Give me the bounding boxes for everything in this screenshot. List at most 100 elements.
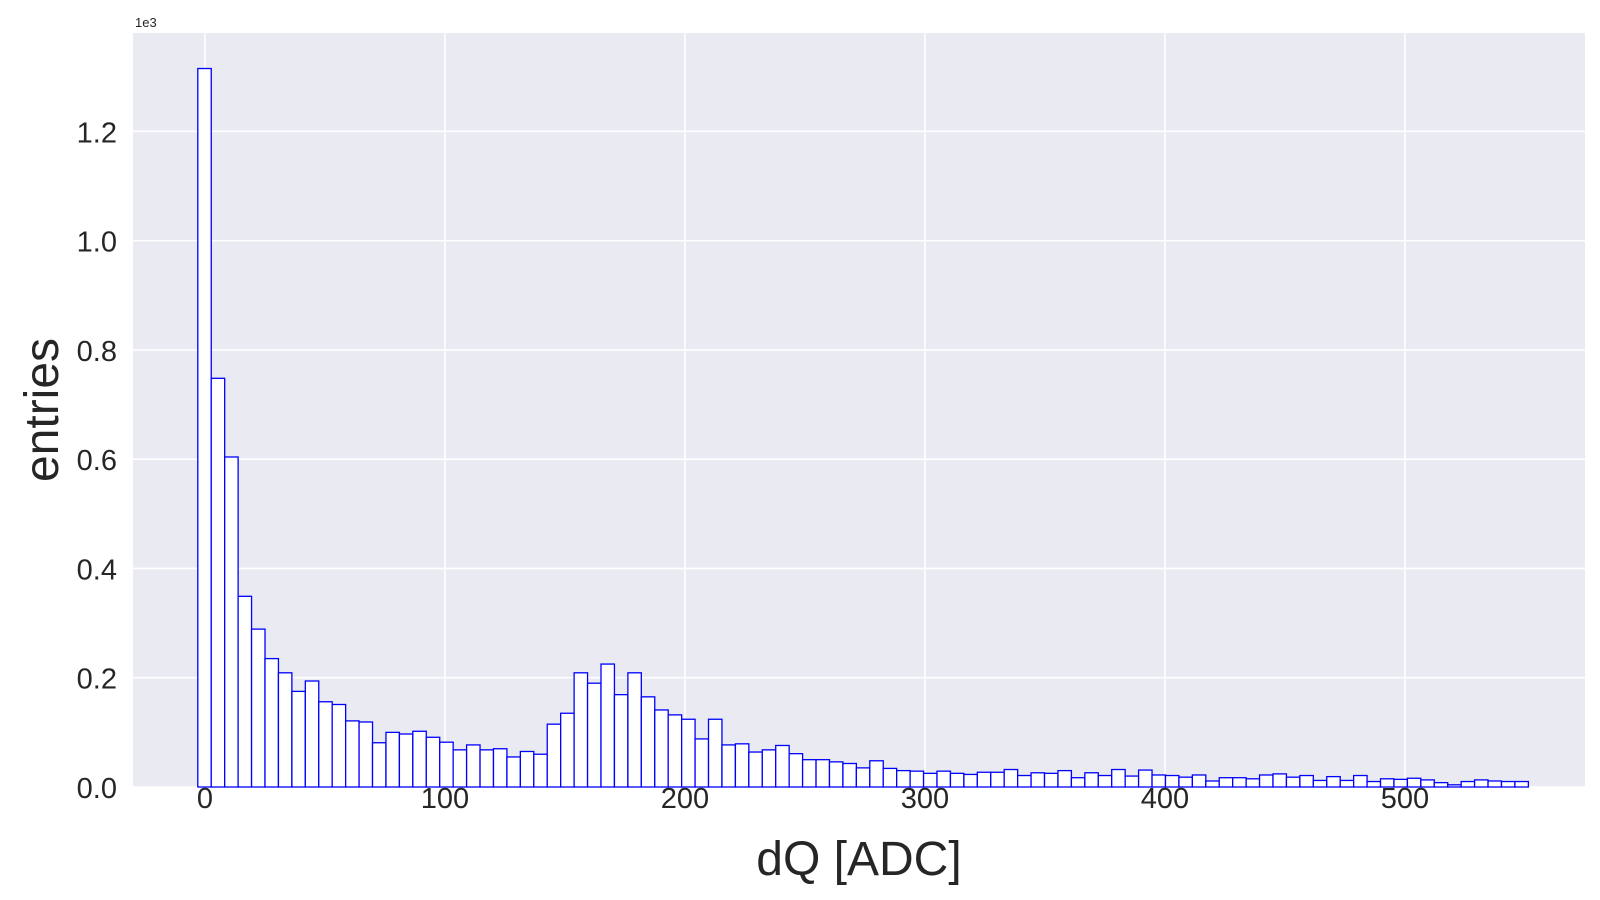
histogram-bar: [1003, 768, 1019, 788]
histogram-bars: [197, 67, 1530, 788]
histogram-bar: [1030, 772, 1046, 788]
histogram-bar: [224, 456, 239, 788]
x-tick-label: 0: [197, 783, 213, 815]
x-axis-label: dQ [ADC]: [756, 833, 961, 886]
histogram-bar: [573, 672, 589, 788]
histogram-bar: [1460, 780, 1476, 788]
y-tick-label: 0.0: [77, 773, 117, 805]
histogram-bar: [815, 759, 831, 788]
histogram-bar: [828, 761, 844, 788]
histogram-bar: [748, 751, 763, 788]
histogram-bar: [707, 718, 723, 788]
y-axis-label: entries: [16, 338, 69, 482]
grid-lines: [133, 33, 1585, 788]
x-tick-label: 300: [901, 783, 949, 815]
histogram-bar: [1218, 777, 1234, 788]
histogram-bar: [1299, 774, 1314, 788]
histogram-bar: [1326, 775, 1341, 788]
histogram-bar: [439, 741, 454, 788]
histogram-bar: [318, 701, 333, 788]
y-axis-ticks: 0.0 0.2 0.4 0.6 0.8 1.0 1.2: [77, 117, 117, 805]
histogram-bar: [291, 690, 306, 788]
histogram-bar: [1433, 781, 1449, 788]
x-tick-label: 100: [421, 783, 469, 815]
histogram-bar: [667, 714, 683, 788]
histogram-bar: [1070, 777, 1086, 788]
histogram-bar: [842, 762, 858, 788]
histogram-bar: [371, 742, 387, 788]
histogram-bar: [465, 744, 481, 788]
histogram-bar: [1514, 780, 1530, 788]
y-tick-label: 0.8: [77, 336, 117, 368]
y-tick-label: 1.0: [77, 227, 117, 259]
x-axis-ticks: 0 100 200 300 400 500: [197, 783, 1429, 815]
y-tick-label: 0.2: [77, 664, 117, 696]
histogram-bar: [680, 718, 696, 788]
histogram-bar: [210, 377, 226, 788]
histogram-bar: [788, 753, 804, 788]
histogram-bar: [1272, 773, 1288, 788]
histogram-bar: [963, 773, 978, 788]
histogram-bar: [1232, 777, 1247, 788]
histogram-bar: [1339, 779, 1355, 788]
histogram-bar: [546, 723, 562, 788]
histogram-bar: [1205, 780, 1220, 788]
histogram-bar: [412, 730, 427, 788]
histogram-bar: [976, 771, 992, 788]
histogram-bar: [613, 694, 629, 788]
histogram-bar: [1016, 774, 1032, 788]
histogram-bar: [1473, 779, 1489, 788]
histogram-bar: [358, 721, 374, 788]
histogram-bar: [1312, 779, 1328, 788]
histogram-bar: [425, 736, 441, 788]
histogram-bar: [1487, 780, 1503, 788]
histogram-bar: [1111, 768, 1126, 788]
histogram-bar: [197, 67, 212, 788]
histogram-bar: [990, 771, 1005, 788]
histogram-bar: [331, 703, 347, 788]
histogram-bar: [304, 680, 320, 788]
histogram-bar: [519, 750, 535, 788]
histogram-bar: [627, 672, 642, 788]
histogram-bar: [1285, 776, 1301, 788]
histogram-bar: [1084, 772, 1099, 788]
histogram-bar: [694, 738, 710, 788]
histogram-bar: [506, 756, 522, 788]
histogram-bar: [801, 759, 817, 788]
histogram-bar: [250, 628, 266, 788]
histogram-bar: [479, 749, 495, 788]
histogram-bar: [855, 767, 871, 788]
histogram-bar: [1258, 774, 1274, 788]
histogram-bar: [721, 744, 737, 788]
histogram-bar: [1124, 775, 1140, 788]
histogram-bar: [775, 744, 790, 788]
y-tick-label: 0.6: [77, 445, 117, 477]
histogram-bar: [869, 760, 884, 788]
plot-area: [133, 33, 1585, 787]
histogram-bar: [949, 772, 965, 788]
x-tick-label: 200: [661, 783, 709, 815]
y-tick-label: 0.4: [77, 554, 117, 586]
histogram-bar: [761, 749, 777, 788]
histogram-bar: [1352, 774, 1368, 788]
histogram-bar: [264, 657, 280, 788]
histogram-bar: [1043, 772, 1059, 788]
histogram-bar: [1366, 780, 1382, 788]
histogram-bar: [385, 731, 401, 788]
histogram-bar: [734, 743, 750, 788]
histogram-bar: [882, 767, 898, 788]
histogram-bar: [492, 748, 508, 788]
histogram-bar: [237, 595, 253, 788]
histogram-bar: [452, 749, 468, 788]
histogram-bar: [586, 682, 602, 788]
histogram-bar: [533, 753, 548, 788]
histogram-bar: [1057, 769, 1073, 788]
histogram-bar: [1191, 774, 1207, 788]
histogram-bar: [640, 696, 656, 788]
histogram-bar: [560, 712, 575, 788]
histogram-bar: [1245, 778, 1261, 788]
histogram-bar: [277, 672, 293, 788]
histogram-bar: [600, 663, 616, 788]
y-offset-label: 1e3: [135, 15, 157, 30]
histogram-bar: [1097, 774, 1113, 788]
